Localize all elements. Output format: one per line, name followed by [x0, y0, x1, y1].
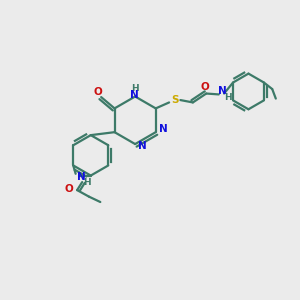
Text: N: N	[130, 90, 139, 100]
Text: H: H	[224, 93, 232, 102]
Text: O: O	[64, 184, 73, 194]
Text: N: N	[76, 172, 85, 182]
Text: N: N	[138, 140, 147, 151]
Text: H: H	[131, 84, 139, 93]
Text: H: H	[83, 178, 91, 187]
Text: O: O	[93, 87, 102, 97]
Text: S: S	[171, 95, 179, 105]
Text: O: O	[200, 82, 209, 92]
Text: N: N	[159, 124, 167, 134]
Text: N: N	[218, 86, 227, 96]
